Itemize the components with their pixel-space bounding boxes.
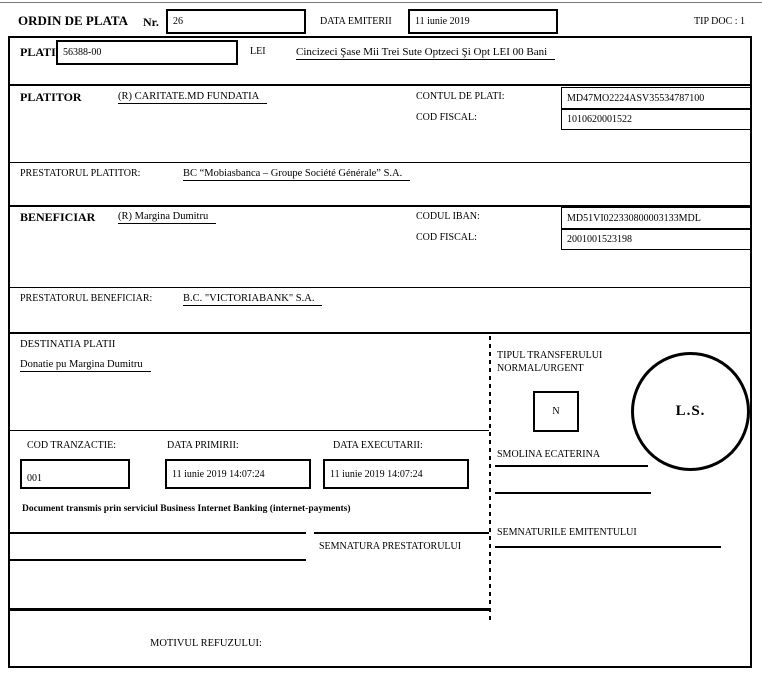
stamp-ls-circle: L.S. — [631, 352, 750, 471]
page-top-rule — [0, 2, 762, 3]
execution-date-value: 11 iunie 2019 14:07:24 — [330, 468, 423, 480]
section-divider — [10, 205, 750, 207]
execution-date-label: DATA EXECUTARII: — [333, 440, 423, 451]
issue-date-field[interactable]: 11 iunie 2019 — [408, 9, 558, 34]
amount-in-words: Cincizeci Şase Mii Trei Sute Optzeci Şi … — [296, 46, 556, 60]
signature-line — [495, 492, 651, 494]
beneficiary-iban-label: CODUL IBAN: — [416, 211, 480, 222]
signature-line — [495, 465, 648, 467]
payment-order-form: PLATITI: 56388-00 LEI Cincizeci Şase Mii… — [8, 36, 752, 668]
payer-fiscal-field[interactable]: 1010620001522 — [561, 109, 751, 130]
doc-title: ORDIN DE PLATA — [18, 13, 129, 28]
currency-label: LEI — [250, 46, 266, 57]
beneficiary-bank-name: B.C. "VICTORIABANK" S.A. — [183, 293, 323, 306]
beneficiary-name: (R) Margina Dumitru — [118, 211, 217, 224]
section-divider — [10, 332, 750, 334]
payer-name: (R) CARITATE.MD FUNDATIA — [118, 91, 268, 104]
beneficiary-fiscal-field[interactable]: 2001001523198 — [561, 229, 751, 250]
beneficiary-label: BENEFICIAR — [20, 210, 96, 224]
issuer-signatures-label: SEMNATURILE EMITENTULUI — [497, 527, 637, 538]
signature-line — [314, 532, 489, 534]
receive-date-value: 11 iunie 2019 14:07:24 — [172, 468, 265, 480]
payer-account-label: CONTUL DE PLATI: — [416, 91, 505, 102]
destination-label: DESTINATIA PLATII — [20, 339, 116, 350]
transfer-urgency-label: NORMAL/URGENT — [497, 363, 584, 374]
receive-date-label: DATA PRIMIRII: — [167, 440, 239, 451]
transaction-code-label: COD TRANZACTIE: — [27, 440, 116, 451]
refusal-section-divider — [10, 608, 489, 611]
doc-number-label: Nr. — [143, 15, 159, 29]
receive-date-field[interactable]: 11 iunie 2019 14:07:24 — [165, 459, 311, 489]
amount-field[interactable]: 56388-00 — [56, 40, 238, 65]
stamp-ls-label: L.S. — [675, 403, 706, 419]
payer-fiscal-value: 1010620001522 — [567, 114, 632, 125]
payer-bank-label: PRESTATORUL PLATITOR: — [20, 168, 141, 179]
beneficiary-fiscal-label: COD FISCAL: — [416, 232, 477, 243]
transfer-type-field[interactable]: N — [533, 391, 579, 432]
payer-label: PLATITOR — [20, 90, 82, 104]
beneficiary-iban-value: MD51VI022330800003133MDL — [567, 212, 701, 224]
left-subsection-divider — [10, 430, 489, 431]
beneficiary-fiscal-value: 2001001523198 — [567, 234, 632, 245]
payer-fiscal-label: COD FISCAL: — [416, 112, 477, 123]
transfer-type-label: TIPUL TRANSFERULUI — [497, 350, 603, 361]
issue-date-value: 11 iunie 2019 — [415, 16, 470, 27]
amount-value: 56388-00 — [63, 47, 102, 58]
transfer-type-value: N — [552, 406, 560, 417]
doc-type-label: TIP DOC : 1 — [694, 16, 746, 27]
transaction-code-value: 001 — [27, 472, 42, 484]
section-divider — [10, 162, 750, 163]
signature-line — [10, 532, 306, 534]
payer-bank-name: BC “Mobiasbanca – Groupe Société Général… — [183, 168, 411, 181]
issuer-name: SMOLINA ECATERINA — [497, 449, 601, 460]
payer-account-field[interactable]: MD47MO2224ASV35534787100 — [561, 87, 751, 109]
beneficiary-bank-label: PRESTATORUL BENEFICIAR: — [20, 293, 153, 304]
refusal-reason-label: MOTIVUL REFUZULUI: — [150, 638, 262, 649]
transmission-note: Document transmis prin serviciul Busines… — [22, 504, 351, 514]
section-divider — [10, 84, 750, 86]
dashed-column-divider — [489, 336, 491, 621]
transaction-code-field[interactable]: 001 — [20, 459, 130, 489]
section-divider — [10, 287, 750, 288]
provider-signature-label: SEMNATURA PRESTATORULUI — [319, 541, 462, 552]
execution-date-field[interactable]: 11 iunie 2019 14:07:24 — [323, 459, 469, 489]
doc-number-value: 26 — [173, 16, 183, 27]
signature-line — [495, 546, 721, 548]
doc-number-field[interactable]: 26 — [166, 9, 306, 34]
issue-date-label: DATA EMITERII — [320, 16, 392, 27]
payer-account-value: MD47MO2224ASV35534787100 — [567, 92, 705, 104]
beneficiary-iban-field[interactable]: MD51VI022330800003133MDL — [561, 207, 751, 229]
signature-line — [10, 559, 306, 561]
destination-value: Donatie pu Margina Dumitru — [20, 359, 151, 372]
